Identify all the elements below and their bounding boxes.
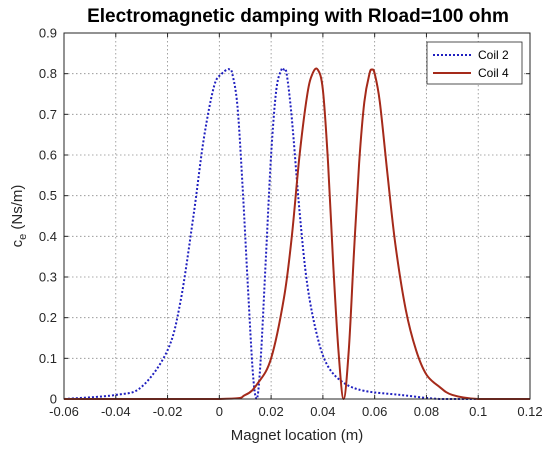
y-axis-label-unit: (Ns/m) xyxy=(9,185,26,234)
x-tick-label: 0.02 xyxy=(258,404,283,419)
x-tick-label: 0.04 xyxy=(310,404,335,419)
y-tick-label: 0.5 xyxy=(39,188,57,203)
legend-label-coil-4: Coil 4 xyxy=(478,66,509,80)
y-tick-label: 0.2 xyxy=(39,310,57,325)
x-tick-label: -0.06 xyxy=(49,404,79,419)
y-axis-label: ce (Ns/m) xyxy=(9,185,29,248)
chart-title: Electromagnetic damping with Rload=100 o… xyxy=(87,6,509,27)
y-tick-label: 0.4 xyxy=(39,229,57,244)
series-line-coil-2 xyxy=(63,66,530,400)
x-tick-label: 0.1 xyxy=(469,404,487,419)
legend-label-coil-2: Coil 2 xyxy=(478,48,509,62)
series-layer xyxy=(63,66,530,401)
legend-box xyxy=(426,41,523,85)
y-tick-label: 0.1 xyxy=(39,351,57,366)
plot-area xyxy=(64,33,530,399)
x-axis-label: Magnet location (m) xyxy=(231,427,364,444)
plot-frame xyxy=(63,32,531,400)
x-tick-label: -0.04 xyxy=(101,404,131,419)
x-tick-label: 0.06 xyxy=(362,404,387,419)
y-axis-label-subscript: e xyxy=(17,234,29,240)
series-line-coil-4 xyxy=(63,67,530,401)
x-tick-label: 0.12 xyxy=(517,404,542,419)
x-tick-label: 0 xyxy=(216,404,223,419)
y-tick-label: 0.3 xyxy=(39,270,57,285)
y-axis-label-main: c xyxy=(9,239,26,247)
y-tick-label: 0.9 xyxy=(39,26,57,41)
y-tick-label: 0.7 xyxy=(39,107,57,122)
ticks: -0.06 -0.04 -0.02 0 0.02 0.04 0.06 0.08 0.1 0.12 0… xyxy=(39,26,543,420)
x-tick-label: -0.02 xyxy=(153,404,183,419)
y-tick-label: 0.8 xyxy=(39,66,57,81)
y-tick-label: 0 xyxy=(50,392,57,407)
y-tick-label: 0.6 xyxy=(39,148,57,163)
x-tick-label: 0.08 xyxy=(414,404,439,419)
legend: Coil 2 Coil 4 xyxy=(426,41,523,85)
